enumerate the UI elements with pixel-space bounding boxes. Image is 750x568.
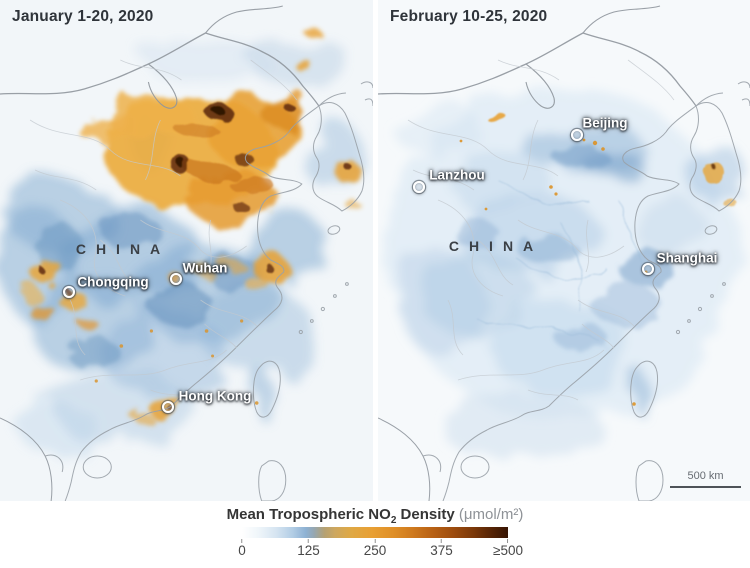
chongqing-marker (63, 286, 75, 298)
tick-mark (308, 539, 309, 543)
legend-tick-125: 125 (297, 539, 320, 558)
legend-tick-500: ≥500 (493, 539, 523, 558)
wuhan-label: Wuhan (182, 260, 228, 276)
legend-units: (μmol/m²) (458, 506, 524, 523)
chongqing-label: Chongqing (77, 274, 149, 290)
legend-tick-0: 0 (238, 539, 246, 558)
hong-kong-marker (162, 401, 174, 413)
scale-bar-line (670, 486, 741, 488)
legend-title-suffix: Density (396, 506, 455, 523)
january-panel-title: January 1-20, 2020 (12, 8, 154, 25)
legend: Mean Tropospheric NO2 Density (μmol/m²) … (0, 501, 750, 568)
tick-mark (441, 539, 442, 543)
tick-mark (241, 539, 243, 543)
legend-title-main: Mean Tropospheric NO (226, 506, 391, 523)
lanzhou-label: Lanzhou (429, 167, 485, 183)
china-label-february: CHINA (448, 238, 544, 254)
february-no2-map (378, 0, 750, 501)
beijing-label: Beijing (582, 115, 628, 131)
tick-mark (374, 539, 376, 543)
tick-mark (507, 539, 509, 543)
china-label-january: CHINA (75, 241, 171, 257)
beijing-marker (571, 129, 583, 141)
map-panel-february: February 10-25, 2020 CHINA Lanzhou Beiji… (378, 0, 750, 501)
shanghai-label: Shanghai (656, 250, 718, 266)
lanzhou-marker (413, 181, 425, 193)
hong-kong-label: Hong Kong (178, 388, 252, 404)
february-panel-title: February 10-25, 2020 (390, 8, 548, 25)
legend-title-subscript: 2 (390, 515, 397, 526)
legend-tick-375: 375 (430, 539, 453, 558)
legend-tick-250: 250 (364, 539, 386, 558)
legend-colorbar (242, 527, 508, 538)
map-panel-january: January 1-20, 2020 CHINA Chongqing Wuhan… (0, 0, 373, 501)
shanghai-marker (642, 263, 654, 275)
legend-title: Mean Tropospheric NO2 Density (μmol/m²) (0, 506, 750, 526)
scale-bar-label: 500 km (687, 470, 724, 482)
wuhan-marker (170, 273, 182, 285)
january-no2-map (0, 0, 373, 501)
